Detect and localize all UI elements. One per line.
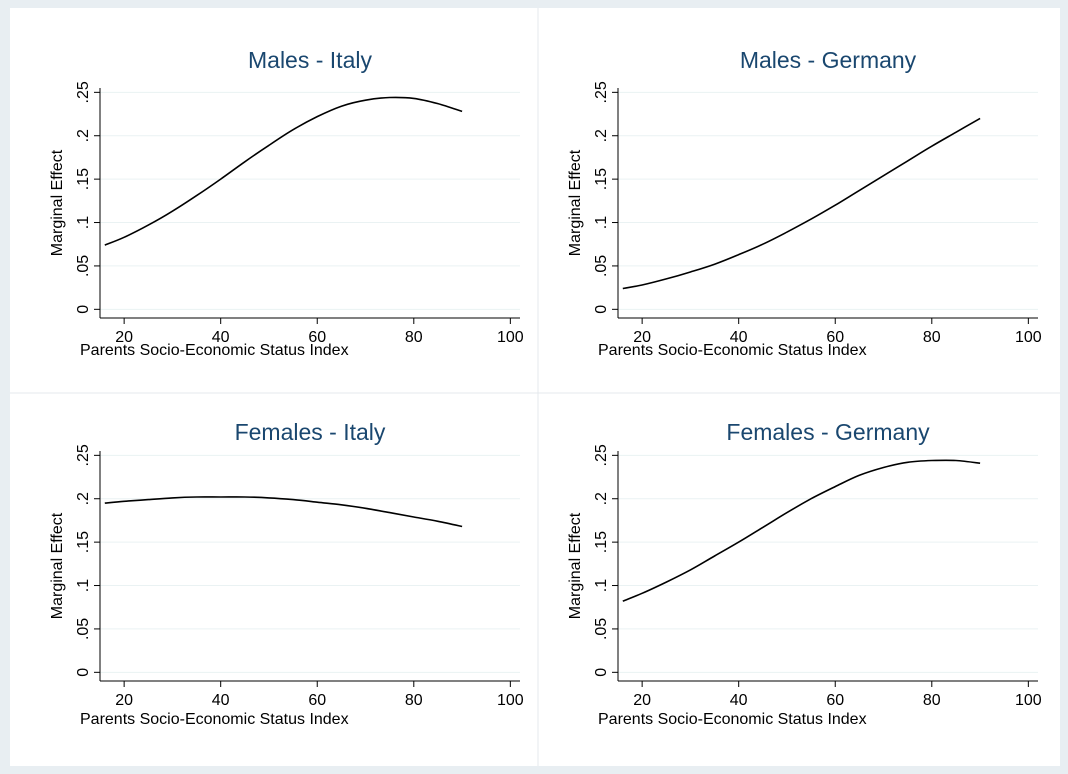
x-tick-label: 40 (212, 329, 230, 346)
x-axis-label: Parents Socio-Economic Status Index (598, 342, 867, 359)
y-tick-label: .05 (593, 618, 610, 640)
y-tick-label: 0 (75, 668, 92, 677)
y-tick-label: 0 (593, 305, 610, 314)
y-tick-label: .15 (593, 168, 610, 190)
y-axis-label: Marginal Effect (567, 149, 584, 256)
x-axis-label: Parents Socio-Economic Status Index (598, 711, 867, 728)
chart-title: Males - Germany (740, 47, 917, 73)
y-tick-label: .25 (593, 81, 610, 103)
x-tick-label: 60 (308, 329, 326, 346)
x-tick-label: 40 (212, 692, 230, 709)
x-tick-label: 80 (923, 692, 941, 709)
x-tick-label: 100 (1015, 329, 1042, 346)
y-tick-label: .1 (75, 579, 92, 592)
x-tick-label: 60 (826, 329, 844, 346)
x-tick-label: 100 (497, 329, 524, 346)
y-tick-label: 0 (75, 305, 92, 314)
y-tick-label: .25 (75, 444, 92, 466)
y-tick-label: .05 (75, 618, 92, 640)
series-line (622, 117, 981, 290)
x-axis-label: Parents Socio-Economic Status Index (80, 342, 349, 359)
x-tick-label: 20 (115, 692, 133, 709)
y-tick-label: .2 (75, 129, 92, 142)
x-tick-label: 80 (405, 692, 423, 709)
chart-title: Males - Italy (248, 47, 372, 73)
y-axis-label: Marginal Effect (49, 149, 66, 256)
y-tick-label: .1 (593, 579, 610, 592)
x-tick-label: 40 (730, 692, 748, 709)
y-tick-label: .2 (75, 492, 92, 505)
chart-panel-3: 0 .05 .1 .15 .2 .25 20 40 60 80 100 Females - Italy… (49, 419, 524, 728)
x-axis-label: Parents Socio-Economic Status Index (80, 711, 349, 728)
chart-panel-2: 0 .05 .1 .15 .2 .25 20 40 60 80 100 Males - Germany… (567, 47, 1042, 359)
chart-title: Females - Italy (235, 419, 386, 445)
y-tick-label: .05 (593, 255, 610, 277)
y-tick-label: .15 (75, 168, 92, 190)
y-tick-label: .2 (593, 492, 610, 505)
series-line (622, 459, 981, 602)
y-tick-label: .15 (593, 531, 610, 553)
y-axis-label: Marginal Effect (567, 512, 584, 619)
x-tick-label: 100 (1015, 692, 1042, 709)
graph-region (10, 8, 1060, 766)
y-tick-label: 0 (593, 668, 610, 677)
y-tick-label: .15 (75, 531, 92, 553)
y-axis-label: Marginal Effect (49, 512, 66, 619)
x-tick-label: 20 (633, 329, 651, 346)
chart-title: Females - Germany (726, 419, 930, 445)
x-tick-label: 20 (115, 329, 133, 346)
y-tick-label: .1 (75, 216, 92, 229)
x-tick-label: 80 (405, 329, 423, 346)
y-tick-label: .05 (75, 255, 92, 277)
chart-panel-4: 0 .05 .1 .15 .2 .25 20 40 60 80 100 Females - Germa… (567, 419, 1042, 728)
x-tick-label: 80 (923, 329, 941, 346)
chart-panel-1: 0 .05 .1 .15 .2 .25 20 40 60 80 100 Males - Italy Pa… (49, 47, 524, 359)
y-tick-label: .25 (593, 444, 610, 466)
y-tick-label: .25 (75, 81, 92, 103)
x-tick-label: 60 (826, 692, 844, 709)
series-line (104, 496, 463, 528)
x-tick-label: 40 (730, 329, 748, 346)
y-tick-label: .1 (593, 216, 610, 229)
series-line (104, 96, 463, 246)
x-tick-label: 20 (633, 692, 651, 709)
x-tick-label: 100 (497, 692, 524, 709)
x-tick-label: 60 (308, 692, 326, 709)
y-tick-label: .2 (593, 129, 610, 142)
